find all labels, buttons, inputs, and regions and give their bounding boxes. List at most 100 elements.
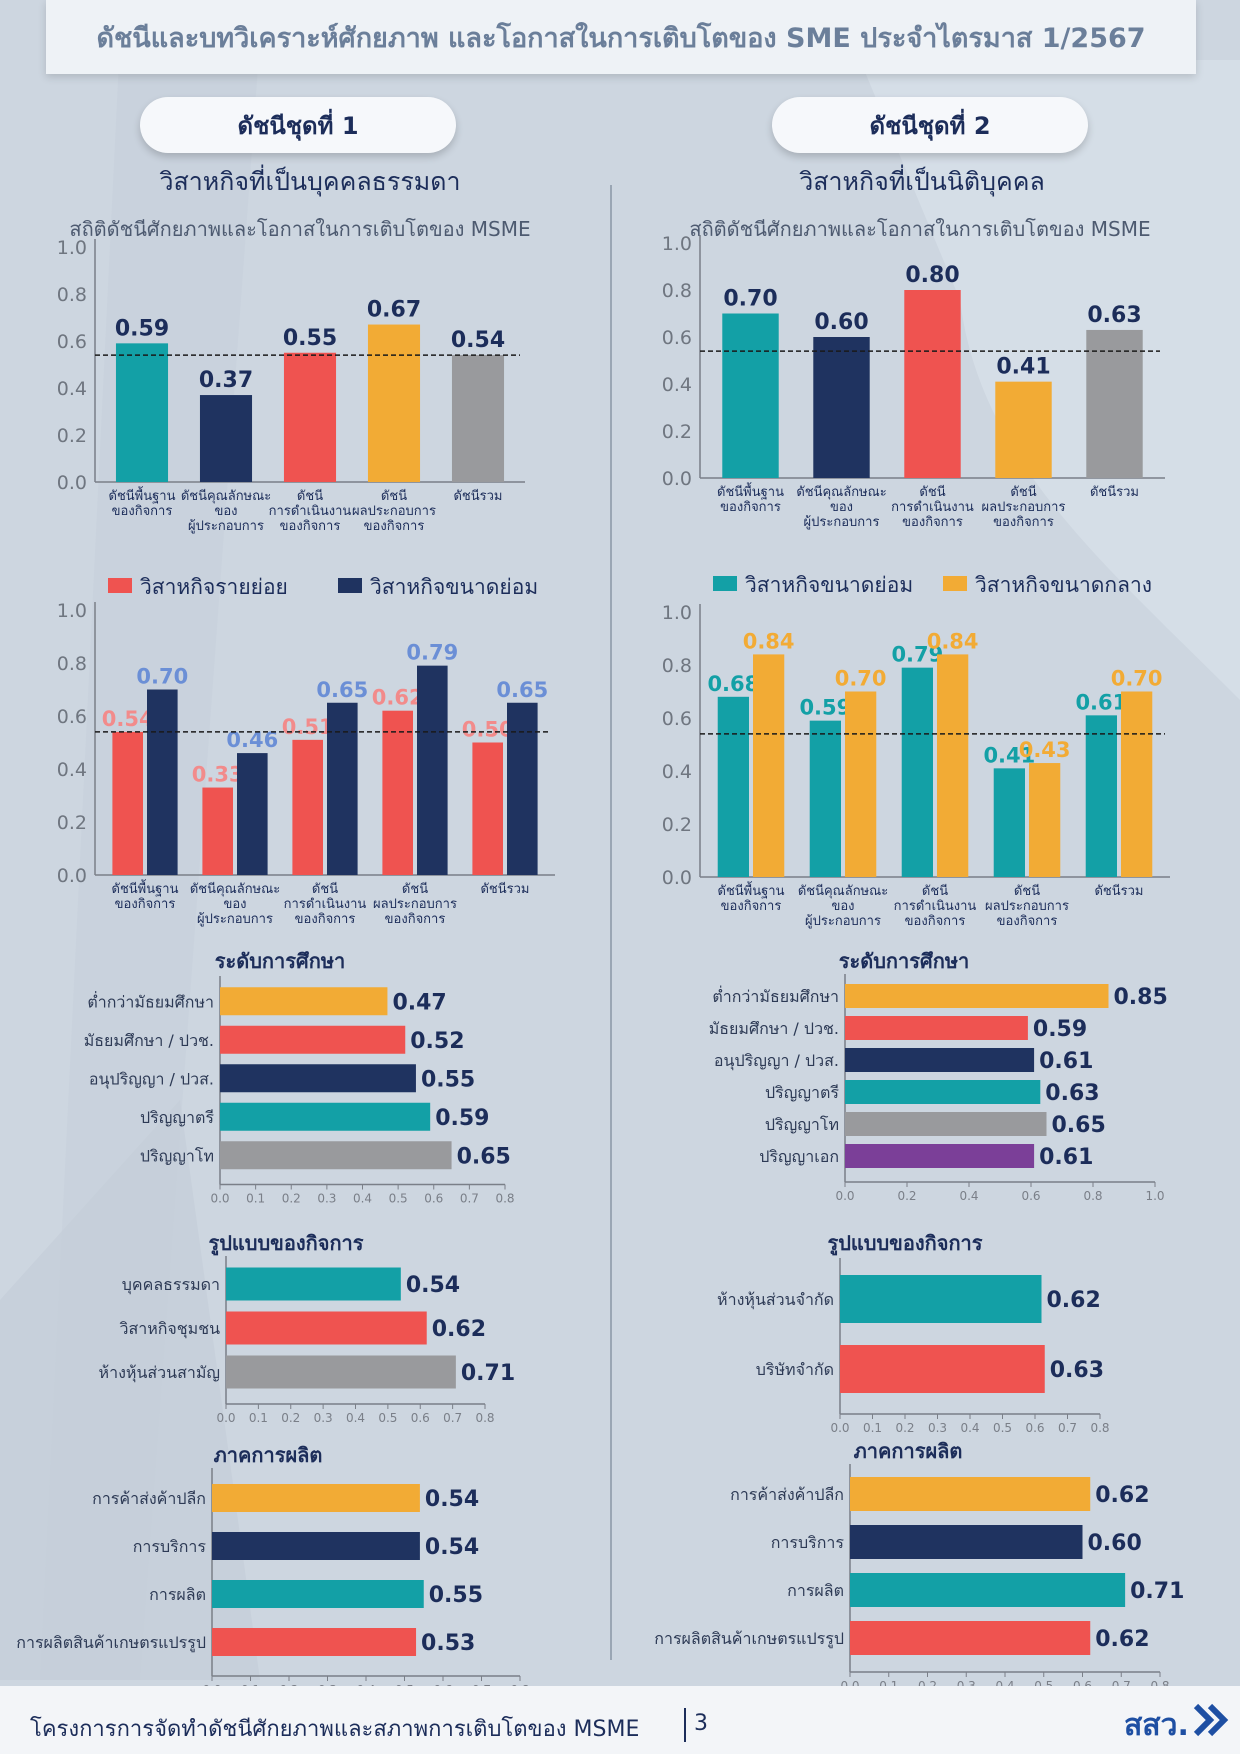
x-tick-label: ดัชนีรวม [1090,484,1139,500]
bar [845,1112,1047,1136]
x-tick-label: 0.8 [1090,1421,1109,1435]
category-label: การบริการ [771,1533,845,1552]
index-set-1-subtitle: วิสาหกิจที่เป็นบุคคลธรรมดา [159,167,461,196]
bar [937,654,969,877]
bar [212,1628,417,1656]
y-tick-label: 0.0 [662,867,692,889]
bar-value-label: 0.54 [451,328,505,353]
bar [722,313,779,478]
x-tick-label: 0.6 [1021,1189,1040,1203]
category-label: ต่ำกว่ามัธยมศึกษา [712,985,839,1006]
bar [1121,691,1153,877]
page-title: ดัชนีและบทวิเคราะห์ศักยภาพ และโอกาสในการ… [96,22,1146,54]
bar-value-label: 0.63 [1087,303,1141,328]
bar [850,1525,1083,1559]
category-label: อนุปริญญา / ปวส. [89,1069,214,1089]
y-tick-label: 0.4 [57,378,87,400]
x-tick-label: ดัชนีพื้นฐานของกิจการ [717,482,784,515]
x-tick-label: ดัชนีพื้นฐานของกิจการ [718,881,785,914]
bar [220,1025,406,1054]
bar [212,1580,424,1608]
bar [845,984,1109,1008]
bar-value-label: 0.54 [425,1487,479,1512]
bar [220,987,388,1016]
bar-value-label: 0.84 [927,629,979,653]
bar [840,1275,1042,1323]
category-label: บุคคลธรรมดา [122,1275,220,1295]
category-label: มัธยมศึกษา / ปวช. [84,1031,214,1050]
category-label: การผลิตสินค้าเกษตรแปรรูป [16,1633,206,1653]
x-tick-label: ดัชนีผลประกอบการของกิจการ [985,883,1069,929]
bar-value-label: 0.62 [1095,1483,1149,1508]
x-tick-label: 0.6 [424,1192,443,1206]
y-tick-label: 0.0 [57,865,87,887]
bar-value-label: 0.71 [461,1361,515,1386]
bar-value-label: 0.59 [799,696,851,720]
x-tick-label: 0.6 [1025,1421,1044,1435]
y-tick-label: 1.0 [57,237,87,259]
x-tick-label: 0.5 [378,1411,397,1425]
x-tick-label: ดัชนีการดำเนินงานของกิจการ [284,881,367,927]
bar [717,696,749,877]
x-tick-label: 0.2 [282,1192,301,1206]
page-header: ดัชนีและบทวิเคราะห์ศักยภาพ และโอกาสในการ… [46,0,1196,74]
category-label: การผลิตสินค้าเกษตรแปรรูป [654,1629,844,1649]
bar-value-label: 0.59 [115,316,169,341]
bar [220,1102,431,1131]
bar [220,1141,452,1170]
chart-title: รูปแบบของกิจการ [827,1231,982,1257]
category-label: การผลิต [149,1585,206,1604]
bar-value-label: 0.62 [1047,1288,1101,1313]
bar [901,667,933,877]
y-tick-label: 0.4 [662,761,692,783]
x-tick-label: 0.0 [210,1192,229,1206]
x-tick-label: ดัชนีพื้นฐานของกิจการ [112,879,179,912]
chart-title: ระดับการศึกษา [839,949,969,973]
bar-value-label: 0.55 [283,326,337,351]
x-tick-label: 0.2 [895,1421,914,1435]
page-number: 3 [694,1711,708,1736]
bar [382,710,413,875]
x-tick-label: 0.6 [411,1411,430,1425]
bar [850,1477,1091,1511]
index-set-2-subtitle: วิสาหกิจที่เป็นนิติบุคคล [799,167,1045,196]
bar [1086,329,1143,478]
bar-value-label: 0.43 [1019,738,1071,762]
bar [283,352,337,482]
legend-label: วิสาหกิจรายย่อย [140,575,288,599]
bar [850,1621,1091,1655]
bar [199,395,253,482]
bar [115,343,169,482]
bar [237,753,268,875]
footer-text: โครงการการจัดทำดัชนีศักยภาพและสภาพการเติ… [30,1717,640,1742]
bar-value-label: 0.51 [282,715,334,739]
chart-title: สถิติดัชนีศักยภาพและโอกาสในการเติบโตของ … [69,217,530,241]
bar [809,720,841,877]
bar-value-label: 0.54 [425,1535,479,1560]
chart-title: ระดับการศึกษา [215,949,345,973]
bar-value-label: 0.55 [429,1583,483,1608]
bar-value-label: 0.65 [1052,1113,1106,1138]
x-tick-label: 0.7 [443,1411,462,1425]
x-tick-label: 0.7 [1058,1421,1077,1435]
bar-value-label: 0.61 [1075,690,1127,714]
bar [845,691,877,877]
bar [226,1311,427,1345]
bar-value-label: 0.41 [983,743,1035,767]
bar [845,1080,1041,1104]
x-tick-label: ดัชนีรวม [1094,883,1143,899]
x-tick-label: 0.8 [1083,1189,1102,1203]
bar [292,739,323,875]
y-tick-label: 0.0 [662,468,692,490]
y-tick-label: 0.6 [662,327,692,349]
bar [220,1064,416,1093]
legend-label: วิสาหกิจขนาดกลาง [975,573,1152,597]
chart-title: รูปแบบของกิจการ [208,1231,363,1257]
y-tick-label: 0.2 [662,814,692,836]
bar-value-label: 0.61 [1039,1049,1093,1074]
x-tick-label: 0.0 [835,1189,854,1203]
bar [472,742,503,875]
x-tick-label: ดัชนีการดำเนินงานของกิจการ [891,484,974,530]
bar-value-label: 0.62 [432,1317,486,1342]
